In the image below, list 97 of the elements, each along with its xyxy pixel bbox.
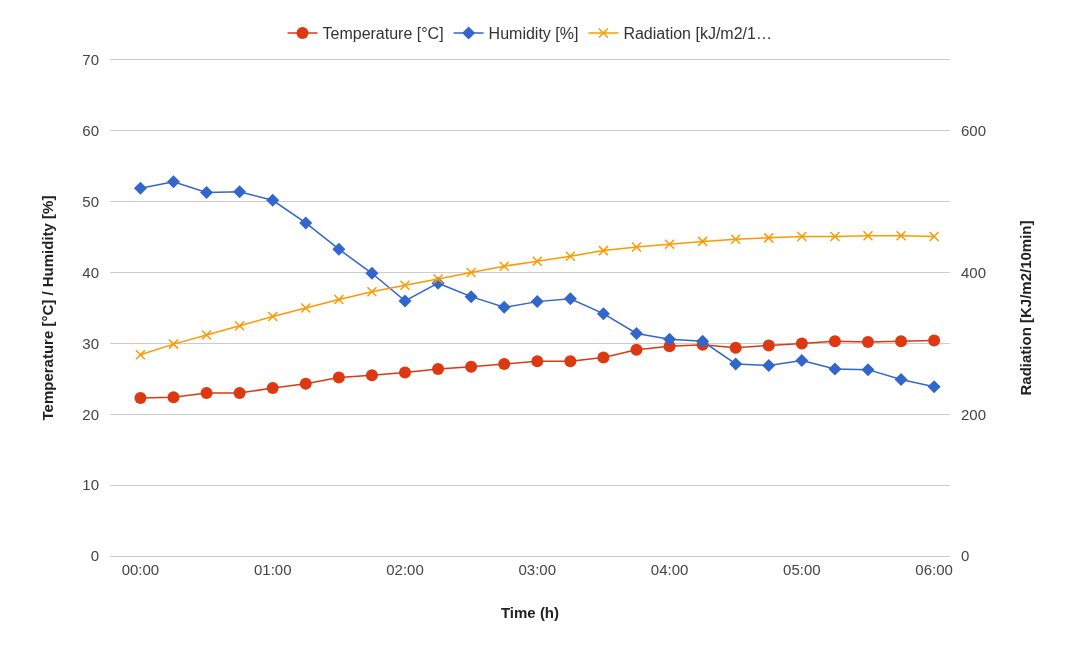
point xyxy=(895,230,907,241)
point xyxy=(365,266,379,280)
x-tick-label: 04:00 xyxy=(650,561,689,578)
x-tick-label: 03:00 xyxy=(518,561,557,578)
point xyxy=(530,295,544,309)
point xyxy=(465,267,477,278)
point xyxy=(894,373,908,387)
point xyxy=(497,300,511,314)
point xyxy=(464,290,478,304)
point xyxy=(332,242,346,256)
point xyxy=(663,332,677,346)
point xyxy=(629,327,643,341)
point xyxy=(762,358,776,372)
point xyxy=(862,230,874,241)
point xyxy=(201,329,212,341)
point xyxy=(729,357,743,371)
point xyxy=(795,353,809,367)
legend-label: Humidity [%] xyxy=(488,25,579,43)
point xyxy=(266,193,280,207)
point xyxy=(564,355,577,368)
y2-tick-label: 600 xyxy=(961,122,987,140)
x-tick-label: 06:00 xyxy=(915,561,953,578)
point xyxy=(432,273,444,285)
point xyxy=(563,292,577,306)
y-tick-label: 60 xyxy=(82,122,99,140)
y2-tick-label: 0 xyxy=(961,547,970,565)
legend-label: Radiation [kJ/m2/1… xyxy=(623,25,772,43)
x-axis-title: Time (h) xyxy=(500,604,560,621)
point xyxy=(730,234,741,245)
y-axis-title: Temperature [°C] / Humidity [%] xyxy=(38,195,56,421)
y-tick-label: 70 xyxy=(82,51,99,69)
point xyxy=(796,231,808,242)
y2-tick-label: 200 xyxy=(961,405,987,423)
y-tick-label: 10 xyxy=(82,476,99,494)
point xyxy=(134,391,147,404)
point xyxy=(498,357,511,370)
point xyxy=(167,175,180,189)
point xyxy=(696,334,710,348)
point xyxy=(598,245,609,256)
point xyxy=(233,387,246,400)
point xyxy=(928,231,940,242)
y-tick-label: 30 xyxy=(82,334,99,352)
point xyxy=(366,286,378,297)
point xyxy=(828,362,842,376)
point xyxy=(135,349,146,361)
point xyxy=(861,336,874,348)
point xyxy=(267,311,278,322)
point xyxy=(763,232,775,244)
point xyxy=(200,186,214,199)
point xyxy=(596,307,610,321)
y-tick-label: 40 xyxy=(82,263,99,281)
point xyxy=(332,371,345,384)
point xyxy=(927,380,941,394)
point xyxy=(928,334,941,347)
point xyxy=(399,366,411,379)
point xyxy=(697,236,708,247)
point xyxy=(399,280,411,291)
legend-label: Temperature [°C] xyxy=(322,25,444,43)
point xyxy=(762,339,775,352)
point xyxy=(233,185,247,199)
point xyxy=(829,231,841,242)
point xyxy=(861,363,875,377)
point xyxy=(531,355,544,368)
point xyxy=(465,360,478,373)
point xyxy=(299,216,313,230)
point xyxy=(167,391,180,404)
y2-tick-label: 400 xyxy=(961,263,987,281)
y-tick-label: 20 xyxy=(82,405,99,423)
y2-axis-title: Radiation [KJ/m2/10min] xyxy=(1017,220,1035,396)
point xyxy=(333,294,345,305)
point xyxy=(300,302,312,314)
point xyxy=(432,362,445,375)
y-tick-label: 50 xyxy=(82,192,99,210)
x-tick-label: 00:00 xyxy=(121,561,160,578)
point xyxy=(365,369,378,382)
point xyxy=(664,238,675,250)
y-tick-label: 0 xyxy=(90,547,99,565)
point xyxy=(895,335,908,348)
point xyxy=(828,335,841,348)
point xyxy=(200,387,213,400)
x-tick-label: 01:00 xyxy=(253,561,292,578)
point xyxy=(133,181,147,195)
point xyxy=(729,341,742,354)
point xyxy=(266,382,279,395)
point xyxy=(168,338,179,350)
point xyxy=(398,294,412,308)
point xyxy=(795,337,808,350)
point xyxy=(498,260,510,272)
x-tick-label: 02:00 xyxy=(386,561,424,578)
point xyxy=(299,377,312,390)
point xyxy=(597,351,610,364)
point xyxy=(234,320,245,331)
point xyxy=(630,343,643,356)
point xyxy=(565,251,576,262)
point xyxy=(631,241,642,253)
point xyxy=(532,255,543,267)
x-tick-label: 05:00 xyxy=(783,561,821,578)
